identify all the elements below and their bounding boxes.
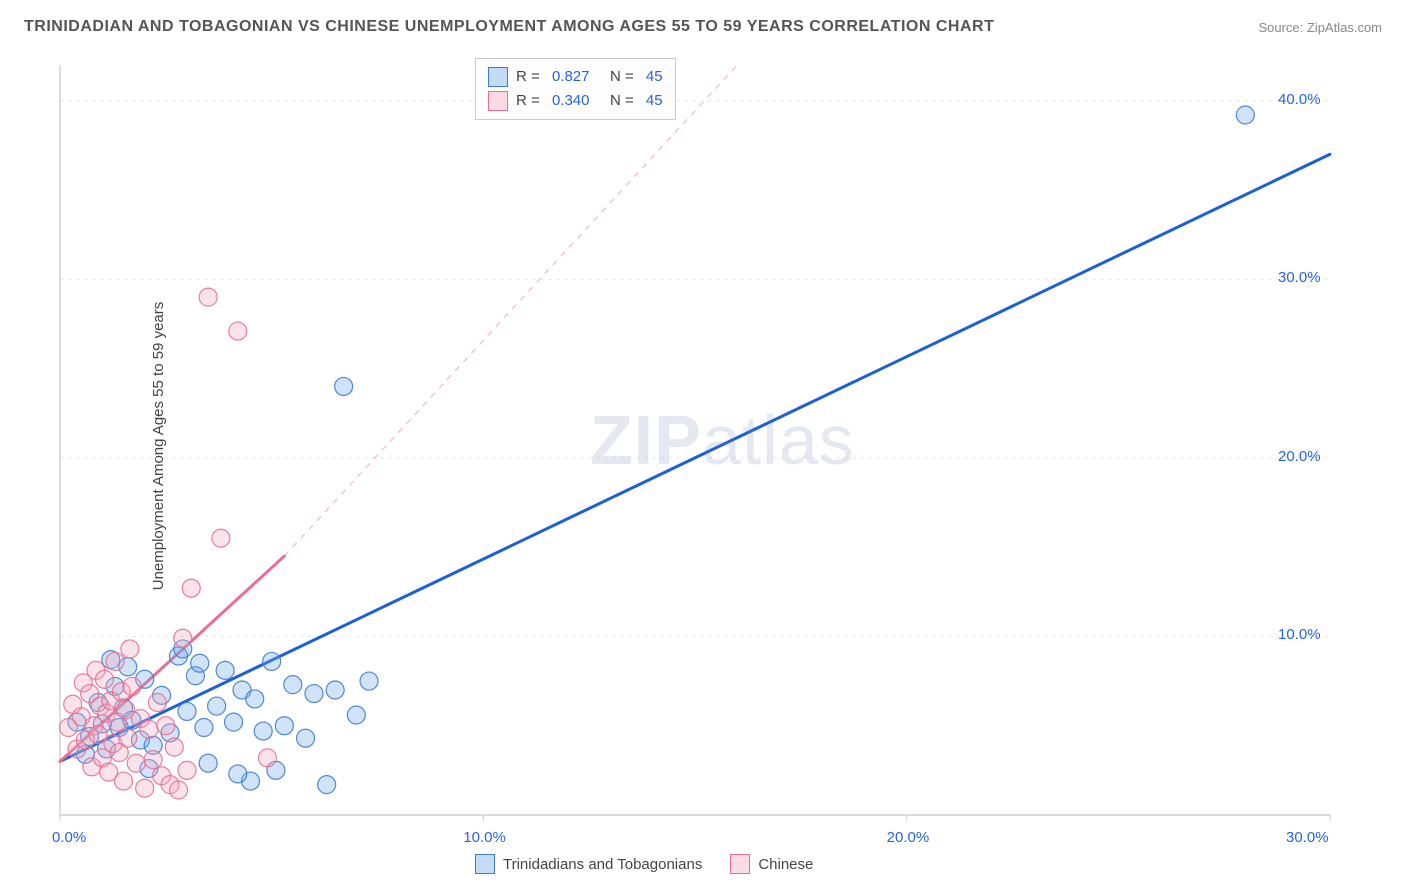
stats-row: R = 0.827 N = 45 (488, 65, 663, 89)
correlation-stats-box: R = 0.827 N = 45R = 0.340 N = 45 (475, 58, 676, 120)
y-tick-label: 40.0% (1278, 91, 1321, 108)
y-tick-label: 10.0% (1278, 626, 1321, 643)
legend-label: Chinese (758, 856, 813, 873)
stat-R-label: R = (516, 89, 544, 113)
stats-row: R = 0.340 N = 45 (488, 89, 663, 113)
legend: Trinidadians and Tobagonians Chinese (475, 854, 813, 874)
legend-item: Chinese (730, 854, 813, 874)
stat-R-label: R = (516, 65, 544, 89)
series-swatch (488, 91, 508, 111)
source-label: Source: ZipAtlas.com (1258, 20, 1382, 35)
series-swatch (475, 854, 495, 874)
legend-item: Trinidadians and Tobagonians (475, 854, 702, 874)
chart-area: 0.0% 10.0% 20.0% 30.0% 10.0% 20.0% 30.0% 40.0% (50, 50, 1380, 850)
series-swatch (730, 854, 750, 874)
stat-N-label: N = (597, 89, 637, 113)
x-tick-label: 10.0% (463, 829, 506, 846)
y-tick-label: 30.0% (1278, 269, 1321, 286)
stat-R-value: 0.827 (552, 65, 590, 89)
x-tick-label: 20.0% (887, 829, 930, 846)
stat-R-value: 0.340 (552, 89, 590, 113)
legend-label: Trinidadians and Tobagonians (503, 856, 702, 873)
stat-N-value: 45 (646, 89, 663, 113)
stat-N-label: N = (597, 65, 637, 89)
series-swatch (488, 67, 508, 87)
x-tick-label: 0.0% (52, 829, 86, 846)
x-tick-label: 30.0% (1286, 829, 1329, 846)
y-tick-label: 20.0% (1278, 448, 1321, 465)
stat-N-value: 45 (646, 65, 663, 89)
chart-title: TRINIDADIAN AND TOBAGONIAN VS CHINESE UN… (24, 18, 994, 36)
scatter-chart-svg (50, 50, 1380, 850)
